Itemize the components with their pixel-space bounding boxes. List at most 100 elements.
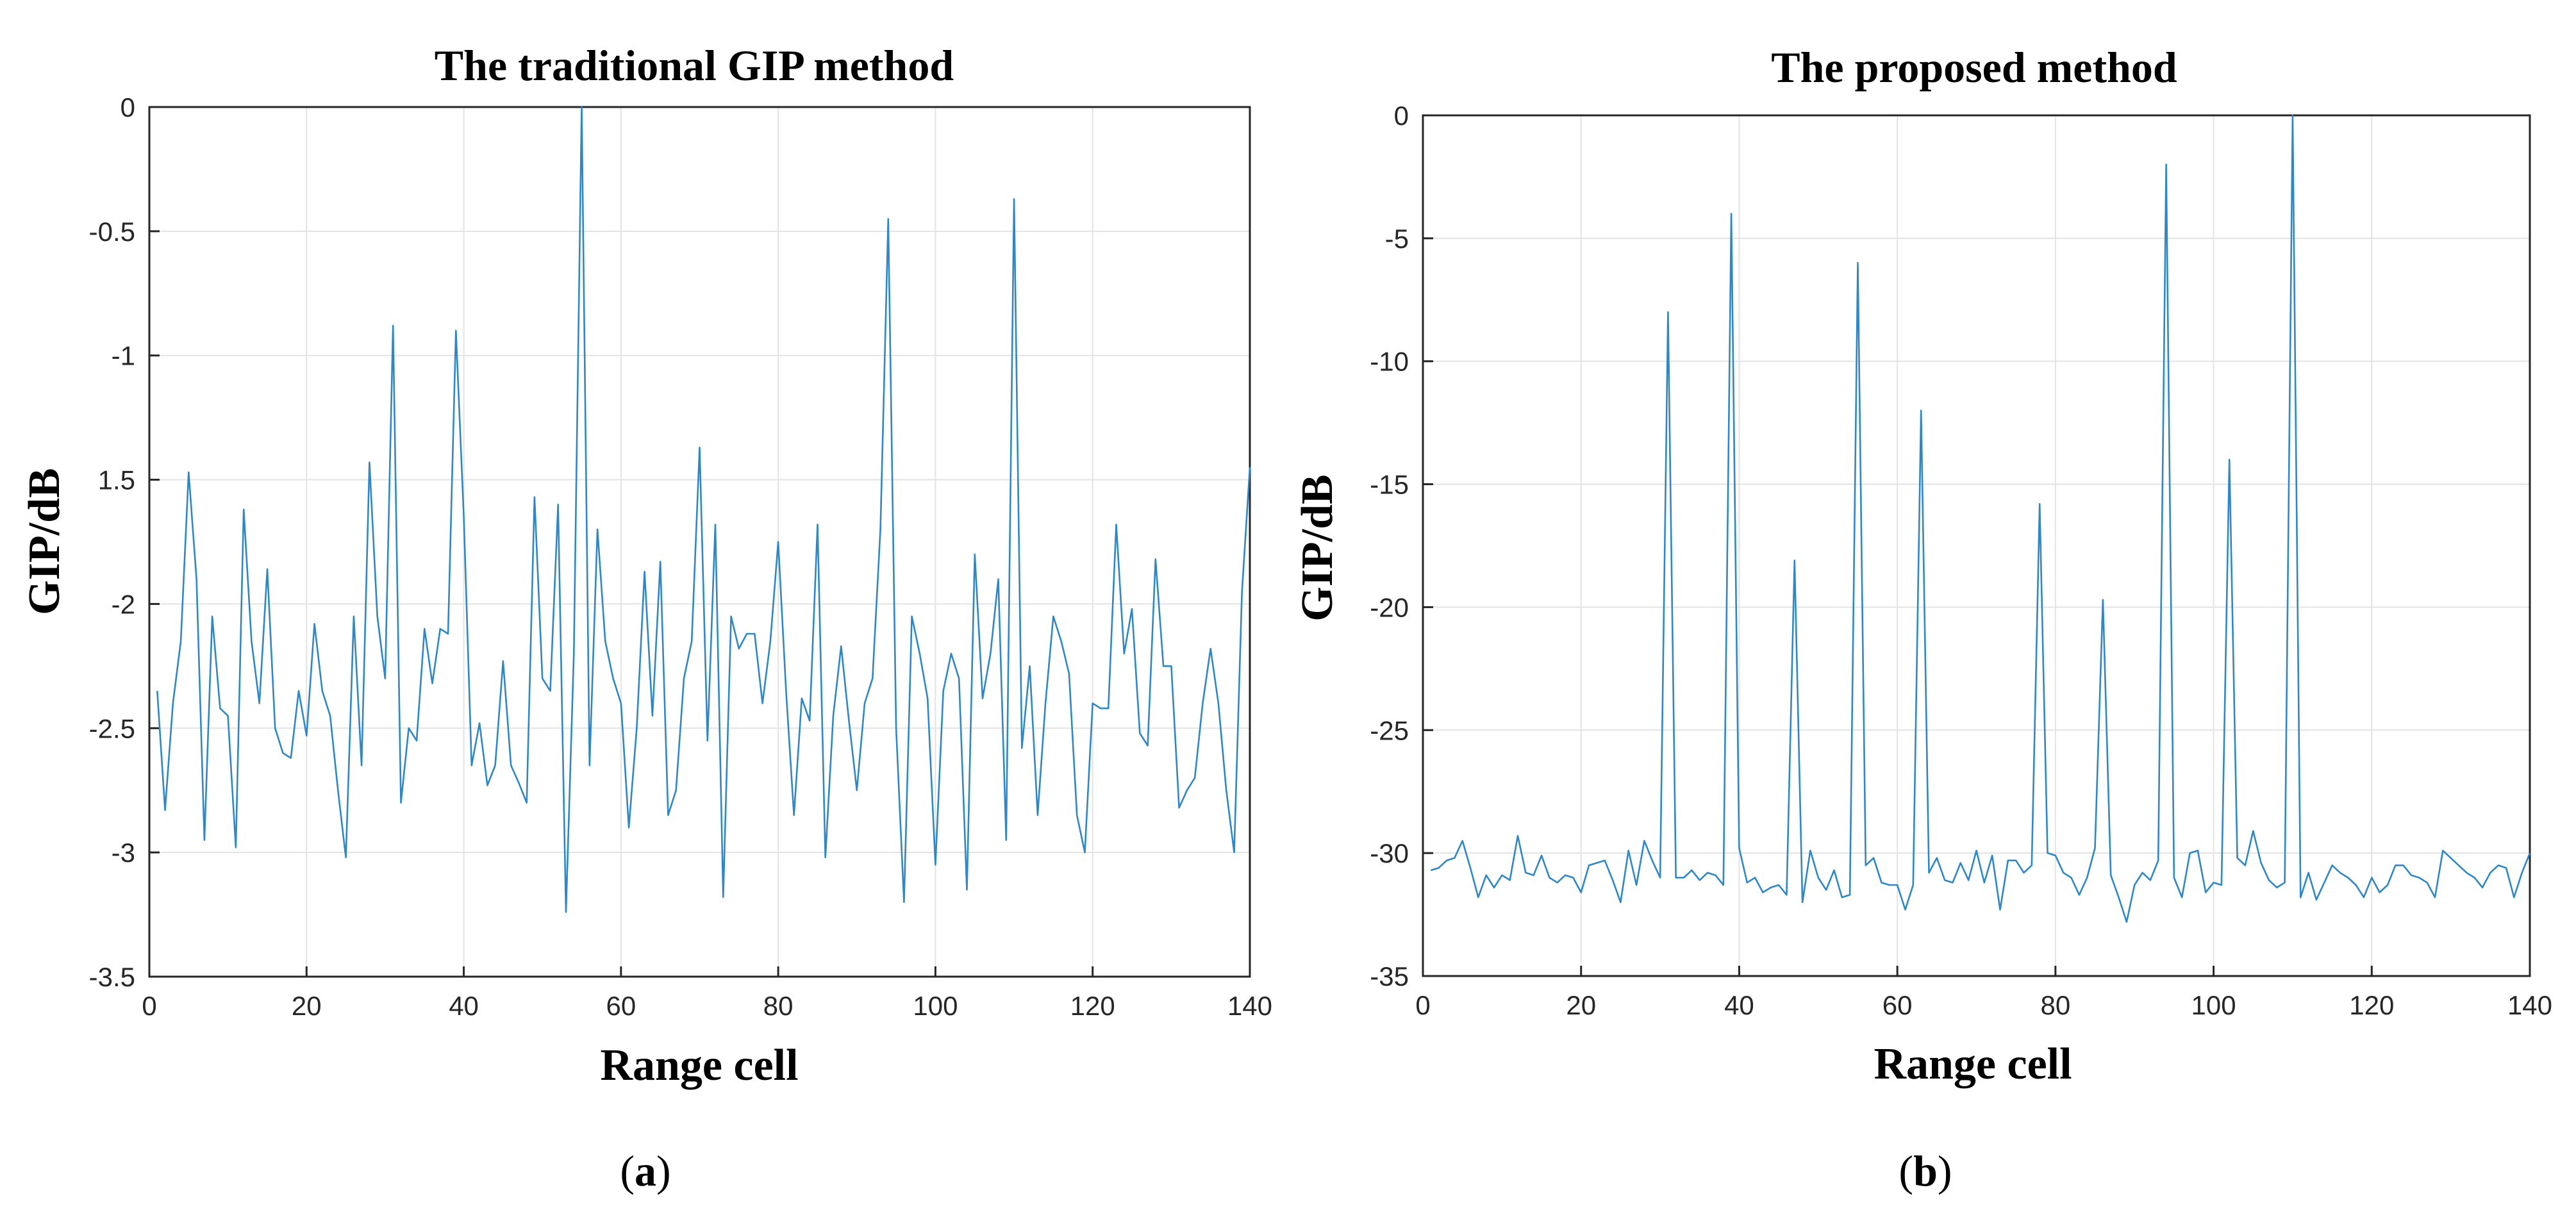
- panel-a-data-point: [306, 735, 307, 736]
- panel-b-data-point: [2284, 882, 2286, 883]
- panel-a-data-point: [699, 447, 701, 448]
- panel-a-y-tick-label: -3: [112, 838, 135, 868]
- panel-a-data-point: [1179, 807, 1180, 808]
- panel-a-data-point: [770, 641, 771, 642]
- panel-b-data-point: [1691, 870, 1692, 871]
- panel-a-title: The traditional GIP method: [435, 41, 954, 90]
- panel-b-data-point: [1834, 870, 1835, 871]
- panel-b-data-point: [1430, 870, 1431, 871]
- panel-a-data-point: [856, 790, 858, 791]
- panel-a-grid: [149, 107, 1250, 977]
- panel-b-data-point: [2498, 865, 2499, 866]
- panel-b-x-tick-label: 40: [1724, 990, 1754, 1020]
- panel-b-data-point: [1944, 879, 1945, 881]
- panel-a-data-point: [903, 902, 904, 903]
- panel-b-caption: (b): [1899, 1146, 1952, 1195]
- panel-b-data-point: [2237, 857, 2238, 859]
- panel-a-data-point: [188, 472, 189, 473]
- panel-b-data-point: [1960, 863, 1961, 864]
- panel-a-data-point: [274, 727, 276, 729]
- panel-b-data-point: [2110, 875, 2111, 876]
- panel-b-data-point: [1541, 855, 1542, 856]
- panel-a-data-point: [416, 740, 417, 741]
- panel-b-data-point: [2474, 877, 2475, 879]
- panel-b-data-point: [2513, 897, 2514, 898]
- panel-b-data-point: [1596, 863, 1597, 864]
- panel-b-data-point: [1636, 884, 1637, 886]
- panel-b-data-point: [1565, 875, 1566, 876]
- panel-b: The proposed method 0 20 40 60 80 100 120 140 0…: [1293, 43, 2552, 1195]
- panel-a-data-point: [251, 641, 252, 642]
- panel-b-y-tick-label: -15: [1370, 470, 1409, 500]
- panel-b-data-point: [2166, 164, 2167, 165]
- panel-b-data-point: [1715, 875, 1716, 876]
- panel-a-data-point: [565, 911, 567, 913]
- panel-b-data-point: [1493, 887, 1495, 888]
- panel-a-data-point: [1100, 707, 1101, 709]
- panel-a-data-point: [676, 790, 677, 791]
- panel-a-data-point: [1124, 653, 1125, 654]
- panel-b-y-tick-label: -35: [1370, 961, 1409, 991]
- panel-b-data-point: [2418, 877, 2420, 879]
- panel-b-data-point: [1525, 872, 1526, 873]
- panel-b-data-point: [2332, 865, 2333, 866]
- panel-b-data-point: [2173, 877, 2175, 879]
- panel-b-data-point: [1873, 857, 1874, 859]
- panel-a-data-point: [1013, 199, 1015, 200]
- panel-a-data-point: [479, 723, 480, 724]
- panel-a-data-point: [1163, 665, 1164, 666]
- panel-b-data-point: [2213, 882, 2215, 883]
- panel-b-data-point: [2055, 855, 2056, 856]
- panel-b-data-point: [2007, 860, 2009, 861]
- panel-a-axes-box: [148, 106, 1251, 978]
- panel-a-data-point: [550, 690, 551, 691]
- panel-b-data-point: [2395, 865, 2396, 866]
- panel-a-y-axis-label: GIP/dB: [20, 468, 69, 615]
- panel-b-data-point: [2434, 897, 2436, 898]
- panel-b-data-point: [2356, 884, 2357, 886]
- panel-a-data-point: [542, 678, 543, 679]
- panel-b-data-point: [1889, 884, 1890, 886]
- panel-b-data-point: [1794, 560, 1795, 561]
- panel-b-data-point: [2489, 872, 2491, 873]
- panel-a-data-point: [967, 889, 968, 890]
- panel-b-data-point: [1486, 875, 1487, 876]
- panel-b-grid: [1423, 115, 2530, 976]
- panel-b-x-tick-label: 100: [2191, 990, 2236, 1020]
- panel-b-data-point: [1707, 872, 1708, 873]
- panel-a-data-point: [667, 815, 669, 816]
- panel-a-x-tick-label: 0: [142, 991, 156, 1021]
- panel-a-data-point: [1052, 616, 1054, 617]
- panel-a-data-point: [683, 678, 685, 679]
- panel-a-data-point: [495, 765, 496, 766]
- panel-a-data-point: [754, 633, 755, 634]
- panel-b-data-point: [2261, 863, 2262, 864]
- panel-a-y-ticks: 0 -0.5 -1 1.5 -2 -2.5 -3 -3.5: [89, 92, 160, 992]
- panel-b-data-point: [2031, 865, 2032, 866]
- panel-b-data-point: [1952, 882, 1954, 883]
- panel-a-data-point: [283, 752, 284, 754]
- panel-a-data-point: [1068, 673, 1070, 674]
- panel-b-data-point: [1929, 872, 1930, 873]
- panel-b-data-point: [1667, 311, 1668, 313]
- panel-b-data-point: [2482, 887, 2483, 888]
- panel-b-data-point: [1517, 835, 1518, 836]
- panel-a-data-point: [1210, 648, 1211, 649]
- panel-b-data-point: [2505, 867, 2507, 868]
- panel-b-data-point: [1477, 897, 1479, 898]
- panel-a-data-point: [974, 554, 976, 555]
- panel-a-data-point: [259, 703, 260, 704]
- panel-b-x-tick-label: 80: [2040, 990, 2070, 1020]
- panel-a-data-point: [1108, 707, 1109, 709]
- panel-b-x-ticks: 0 20 40 60 80 100 120 140: [1415, 966, 2552, 1020]
- panel-a-data-point: [1194, 777, 1195, 779]
- panel-a-data-point: [644, 571, 645, 572]
- panel-b-y-tick-label: -25: [1370, 715, 1409, 745]
- panel-a-data-point: [172, 703, 174, 704]
- panel-a-data-point: [573, 653, 574, 654]
- panel-a-data-point: [738, 648, 740, 649]
- panel-b-data-point: [2157, 860, 2159, 861]
- panel-a-data-point: [746, 633, 747, 634]
- panel-a-data-point: [463, 517, 465, 518]
- panel-a-data-point: [337, 790, 338, 791]
